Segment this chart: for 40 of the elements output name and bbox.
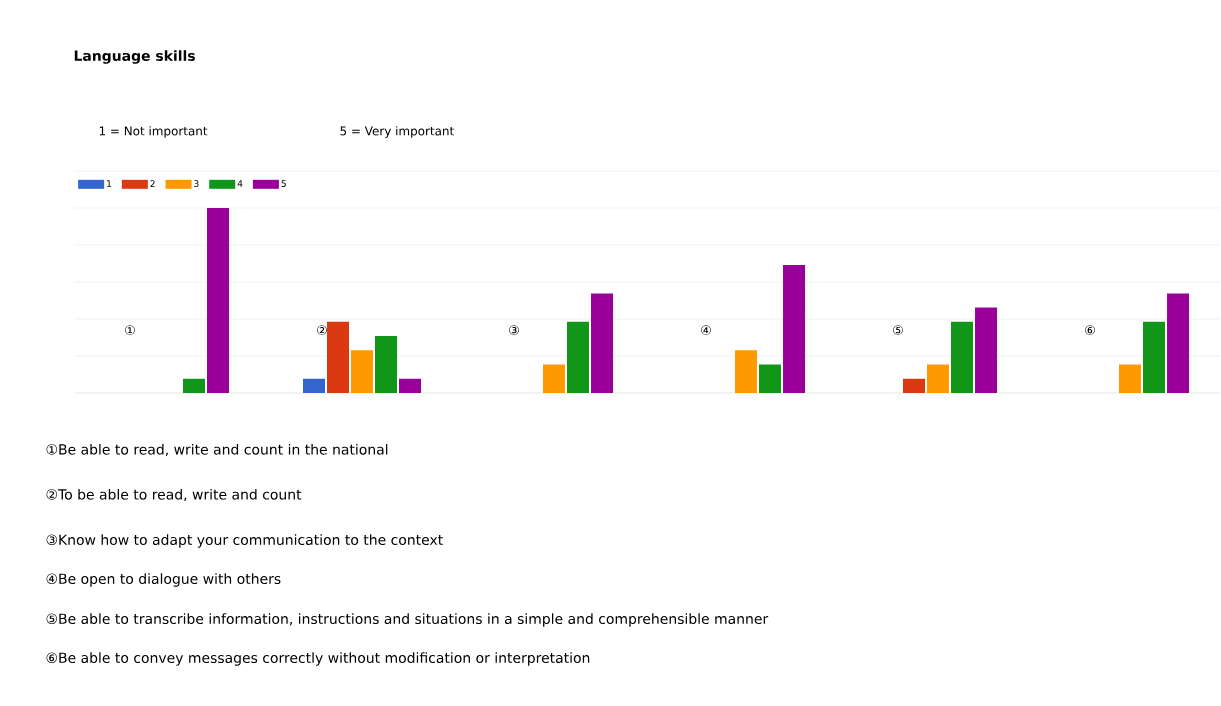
text: ①Be able to read, write and count in the national: [46, 443, 388, 457]
bar: [759, 364, 782, 393]
bar: [975, 307, 998, 393]
chart-title: Language skills: [74, 50, 195, 64]
bar: [1143, 321, 1166, 393]
text: ③Know how to adapt your communication to the context: [46, 534, 443, 548]
x-tick-label: ⑥: [1085, 325, 1095, 335]
bar: [927, 364, 950, 393]
legend-label: 5: [281, 180, 286, 187]
bar: [1167, 293, 1190, 393]
text: ④Be open to dialogue with others: [46, 573, 281, 587]
legend-label: 1: [107, 180, 112, 187]
x-tick-label: ①: [125, 325, 135, 335]
chart-subtitle: 1 = Not important: [99, 126, 208, 138]
legend-label: 2: [150, 180, 155, 187]
text: ⑤Be able to transcribe information, instructions and situations in a simple and comprehensible manner: [46, 613, 769, 627]
text: ②To be able to read, write and count: [46, 488, 302, 502]
text: 5 = Very important: [340, 126, 454, 138]
bar: [951, 321, 974, 393]
bar: [327, 321, 349, 393]
bar: [783, 264, 806, 393]
bar: [567, 321, 590, 393]
bar: [591, 293, 614, 393]
bar: [183, 378, 205, 393]
x-tick-label: ⑤: [893, 325, 903, 335]
legend-label: 4: [237, 180, 243, 187]
bar: [303, 378, 325, 393]
text: ⑥Be able to convey messages correctly without modification or interpretation: [46, 652, 590, 666]
bar: [375, 336, 397, 393]
bar: [543, 364, 566, 393]
legend-label: 3: [194, 180, 199, 188]
bar: [1119, 364, 1142, 393]
x-tick-label: ④: [701, 325, 711, 335]
x-tick-label: ③: [509, 325, 519, 335]
bar: [903, 378, 926, 393]
bar: [735, 350, 758, 393]
bar: [207, 207, 229, 393]
x-tick-label: ②: [317, 325, 327, 335]
bar: [399, 378, 421, 393]
bar: [351, 350, 373, 393]
